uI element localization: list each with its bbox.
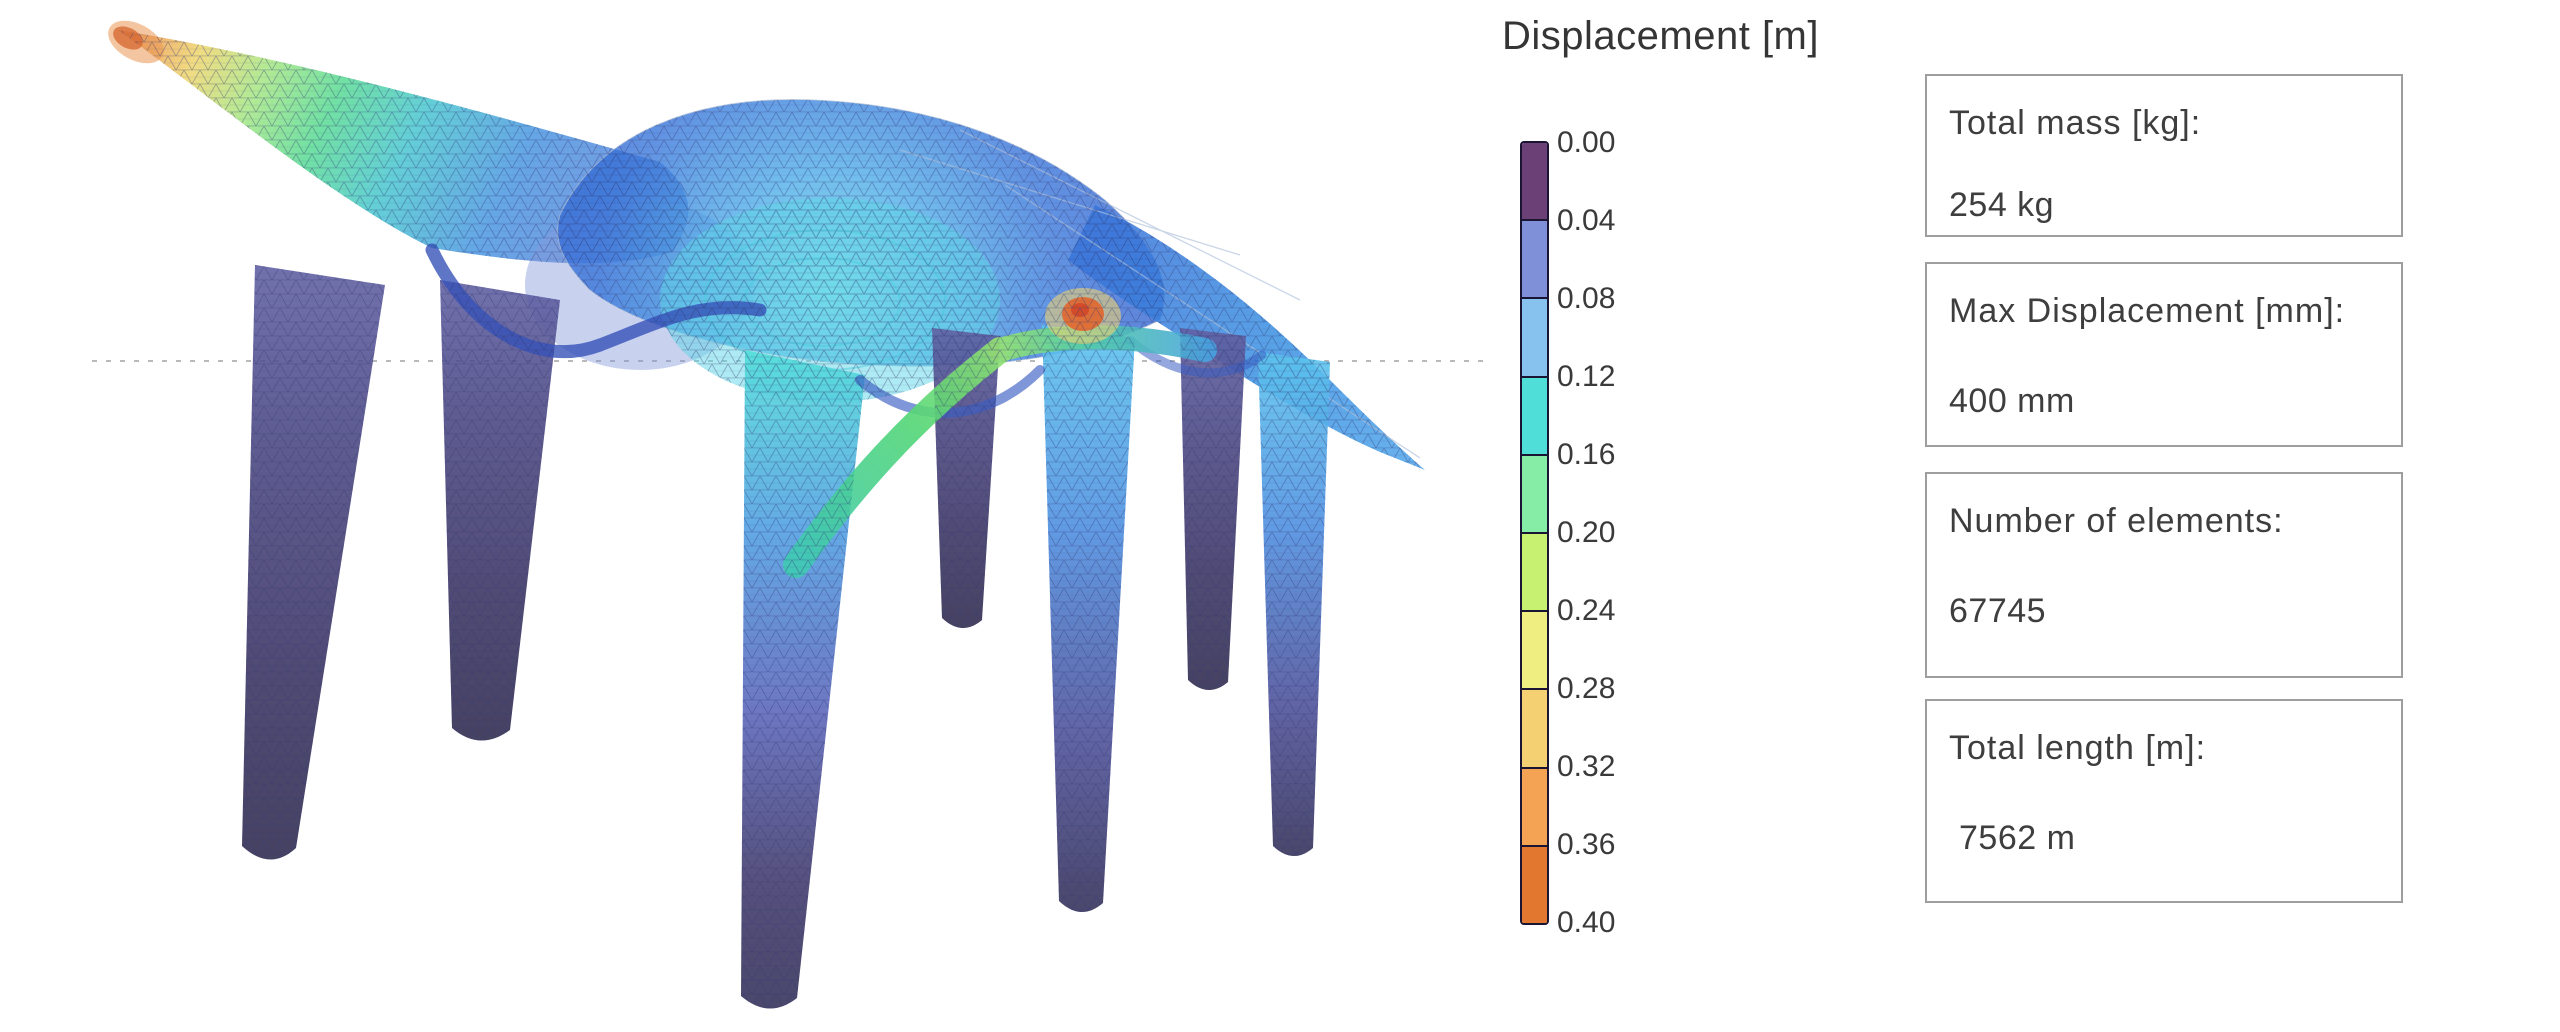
colorbar-segment (1522, 143, 1547, 220)
legend-title: Displacement [m] (1502, 14, 1819, 58)
colorbar-tick-label: 0.28 (1557, 672, 1616, 705)
colorbar-tick-label: 0.40 (1557, 906, 1616, 939)
colorbar-segment (1522, 610, 1547, 689)
stat-box-total-length: Total length [m]: 7562 m (1925, 699, 2403, 903)
colorbar-tick-label: 0.20 (1557, 516, 1616, 549)
colorbar-tick-label: 0.12 (1557, 360, 1616, 393)
colorbar-segment (1522, 219, 1547, 298)
colorbar-segment (1522, 766, 1547, 845)
stat-box-total-mass: Total mass [kg]: 254 kg (1925, 74, 2403, 237)
colorbar-ticks: 0.00 0.04 0.08 0.12 0.16 0.20 0.24 0.28 0.32 0.36… (1557, 0, 1657, 1032)
canopy-mesh (108, 20, 1425, 1009)
colorbar-tick-label: 0.24 (1557, 594, 1616, 627)
colorbar-segment (1522, 532, 1547, 611)
colorbar-tick-label: 0.32 (1557, 750, 1616, 783)
stat-label: Max Displacement [mm]: (1949, 292, 2346, 330)
colorbar-segment (1522, 297, 1547, 376)
stat-box-number-of-elements: Number of elements: 67745 (1925, 472, 2403, 678)
mesh-viewport (92, 20, 1487, 1009)
colorbar (1520, 141, 1549, 925)
stat-label: Total mass [kg]: (1949, 104, 2202, 142)
colorbar-tick-label: 0.16 (1557, 438, 1616, 471)
colorbar-tick-label: 0.00 (1557, 126, 1616, 159)
mesh-pattern-overlay (118, 30, 1425, 1009)
colorbar-tick-label: 0.08 (1557, 282, 1616, 315)
stat-value: 67745 (1949, 592, 2047, 630)
colorbar-segment (1522, 453, 1547, 533)
stat-value: 254 kg (1949, 186, 2055, 224)
colorbar-segment (1522, 375, 1547, 454)
stat-value: 400 mm (1949, 382, 2075, 420)
stat-label: Total length [m]: (1949, 729, 2207, 767)
stat-label: Number of elements: (1949, 502, 2284, 540)
colorbar-tick-label: 0.36 (1557, 828, 1616, 861)
colorbar-tick-label: 0.04 (1557, 204, 1616, 237)
colorbar-segment (1522, 688, 1547, 767)
stat-value: 7562 m (1959, 819, 2076, 857)
stat-box-max-displacement: Max Displacement [mm]: 400 mm (1925, 262, 2403, 447)
colorbar-segment (1522, 844, 1547, 923)
